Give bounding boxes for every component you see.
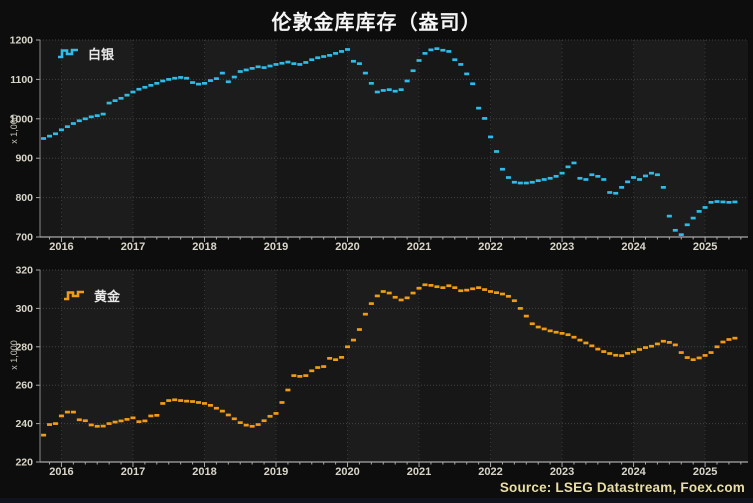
svg-text:2022: 2022: [478, 466, 502, 478]
svg-text:1000: 1000: [10, 113, 34, 125]
svg-text:2020: 2020: [335, 466, 359, 478]
svg-text:2020: 2020: [335, 241, 359, 253]
svg-text:2024: 2024: [621, 241, 646, 253]
svg-text:2018: 2018: [192, 241, 216, 253]
svg-text:2016: 2016: [49, 241, 73, 253]
legend-gold: 黄金: [63, 286, 120, 305]
gold-y-unit-label: x 1,000: [9, 340, 19, 370]
svg-text:2021: 2021: [407, 466, 431, 478]
svg-text:900: 900: [15, 153, 33, 165]
svg-text:2017: 2017: [121, 466, 145, 478]
svg-text:2021: 2021: [407, 241, 431, 253]
svg-text:2024: 2024: [621, 466, 646, 478]
gold-stepline-icon: [64, 290, 84, 301]
page-title: 伦敦金库库存（盎司）: [271, 12, 482, 34]
svg-text:800: 800: [15, 192, 33, 204]
legend-silver-label: 白银: [88, 47, 115, 62]
svg-text:320: 320: [15, 265, 33, 277]
svg-text:700: 700: [15, 232, 33, 244]
legend-silver: 白银: [57, 44, 114, 63]
silver-y-unit-label: x 1,000: [9, 114, 19, 144]
svg-text:2023: 2023: [550, 241, 574, 253]
legend-gold-label: 黄金: [94, 289, 121, 304]
svg-text:240: 240: [15, 418, 33, 430]
svg-text:300: 300: [15, 303, 33, 315]
window-bottom-edge: [0, 498, 753, 503]
svg-text:2025: 2025: [693, 241, 717, 253]
svg-text:2019: 2019: [264, 241, 288, 253]
svg-text:2019: 2019: [264, 466, 288, 478]
svg-text:2018: 2018: [192, 466, 216, 478]
svg-text:1200: 1200: [10, 35, 34, 47]
source-attribution: Source: LSEG Datastream, Foex.com: [499, 480, 745, 495]
silver-stepline-icon: [58, 48, 78, 59]
svg-text:220: 220: [15, 457, 33, 469]
svg-text:2023: 2023: [550, 466, 574, 478]
svg-text:1100: 1100: [10, 74, 33, 86]
svg-text:2025: 2025: [693, 466, 717, 478]
svg-text:2016: 2016: [49, 466, 73, 478]
svg-text:2017: 2017: [121, 241, 145, 253]
svg-text:260: 260: [15, 380, 33, 392]
svg-text:2022: 2022: [478, 241, 502, 253]
svg-text:280: 280: [15, 341, 33, 353]
